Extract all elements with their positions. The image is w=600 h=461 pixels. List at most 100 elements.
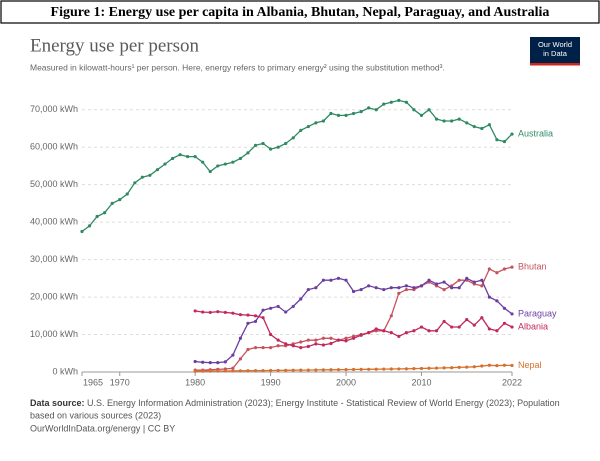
data-point <box>457 286 461 290</box>
data-point <box>201 369 205 373</box>
data-point <box>374 108 378 112</box>
data-point <box>178 153 182 157</box>
series-line <box>195 310 513 349</box>
data-point <box>344 113 348 117</box>
data-point <box>231 353 235 357</box>
data-point <box>246 347 250 352</box>
data-point <box>389 314 393 318</box>
data-point <box>186 154 190 159</box>
data-point <box>284 310 288 314</box>
data-point <box>419 366 424 371</box>
data-point <box>193 309 197 313</box>
data-point <box>261 308 265 312</box>
data-point <box>450 119 454 123</box>
data-point <box>306 338 310 342</box>
data-point <box>351 367 356 372</box>
data-point <box>495 299 499 303</box>
y-tick-label: 30,000 kWh <box>30 254 78 264</box>
data-point <box>299 368 303 372</box>
series-line <box>195 266 513 371</box>
data-point <box>110 201 114 205</box>
series-line <box>81 99 513 233</box>
data-point <box>223 360 227 364</box>
data-point <box>321 343 326 347</box>
x-tick-label: 2010 <box>411 377 431 387</box>
data-point <box>87 224 92 228</box>
data-point <box>246 321 250 325</box>
data-point <box>465 276 469 280</box>
data-point <box>329 341 333 346</box>
data-point <box>382 367 386 371</box>
data-point <box>329 336 333 340</box>
data-point <box>465 121 469 125</box>
data-point <box>299 128 303 132</box>
data-point <box>412 108 416 112</box>
data-point <box>389 100 393 104</box>
data-point <box>284 368 288 372</box>
data-point <box>148 173 152 177</box>
data-point <box>201 360 205 364</box>
data-point <box>223 162 227 166</box>
data-point <box>382 102 386 106</box>
data-point <box>299 340 303 344</box>
chart-subtitle: Measured in kilowatt-hours¹ per person. … <box>30 62 445 72</box>
data-point <box>118 198 122 202</box>
data-point <box>351 289 356 294</box>
x-tick-label: 1965 <box>83 377 103 387</box>
data-point <box>412 286 416 290</box>
data-point <box>351 336 356 340</box>
data-point <box>359 287 363 292</box>
data-point <box>389 286 393 290</box>
data-point <box>291 136 295 140</box>
data-point <box>502 363 507 367</box>
data-point <box>404 331 408 335</box>
data-point <box>367 367 371 371</box>
source-note: Data source: U.S. Energy Information Adm… <box>30 398 560 408</box>
data-point <box>382 287 386 292</box>
source-text: based on various sources (2023) <box>30 410 161 420</box>
logo-box <box>530 37 580 65</box>
data-point <box>442 366 446 370</box>
x-tick-label: 1990 <box>261 377 281 387</box>
data-point <box>231 366 235 370</box>
data-point <box>495 364 499 368</box>
data-point <box>246 369 250 373</box>
data-point <box>434 329 439 333</box>
data-point <box>510 265 514 269</box>
y-tick-label: 40,000 kWh <box>30 217 78 227</box>
data-point <box>472 365 476 369</box>
data-point <box>419 284 424 288</box>
data-point <box>238 156 243 161</box>
data-point <box>367 284 371 288</box>
series-label: Paraguay <box>518 308 557 318</box>
data-point <box>336 338 341 342</box>
data-point <box>419 113 424 117</box>
x-tick-label: 1970 <box>110 377 130 387</box>
data-point <box>397 334 401 339</box>
data-point <box>208 361 212 365</box>
data-point <box>397 367 401 371</box>
data-point <box>336 276 341 280</box>
data-point <box>208 310 212 315</box>
x-tick-label: 1980 <box>185 377 205 387</box>
data-point <box>238 313 243 317</box>
data-point <box>367 106 371 110</box>
data-point <box>268 147 273 151</box>
data-point <box>374 327 378 331</box>
data-point <box>291 304 295 309</box>
data-point <box>480 278 484 282</box>
data-point <box>329 111 333 116</box>
data-point <box>450 325 454 329</box>
data-point <box>397 98 401 102</box>
data-point <box>299 297 303 301</box>
x-tick-label: 2022 <box>502 377 522 387</box>
data-point <box>382 329 386 333</box>
y-tick-label: 20,000 kWh <box>30 291 78 301</box>
data-point <box>442 319 446 324</box>
data-point <box>442 280 446 284</box>
data-point <box>268 368 273 373</box>
data-point <box>193 154 197 159</box>
data-point <box>95 214 99 219</box>
data-point <box>510 132 514 136</box>
